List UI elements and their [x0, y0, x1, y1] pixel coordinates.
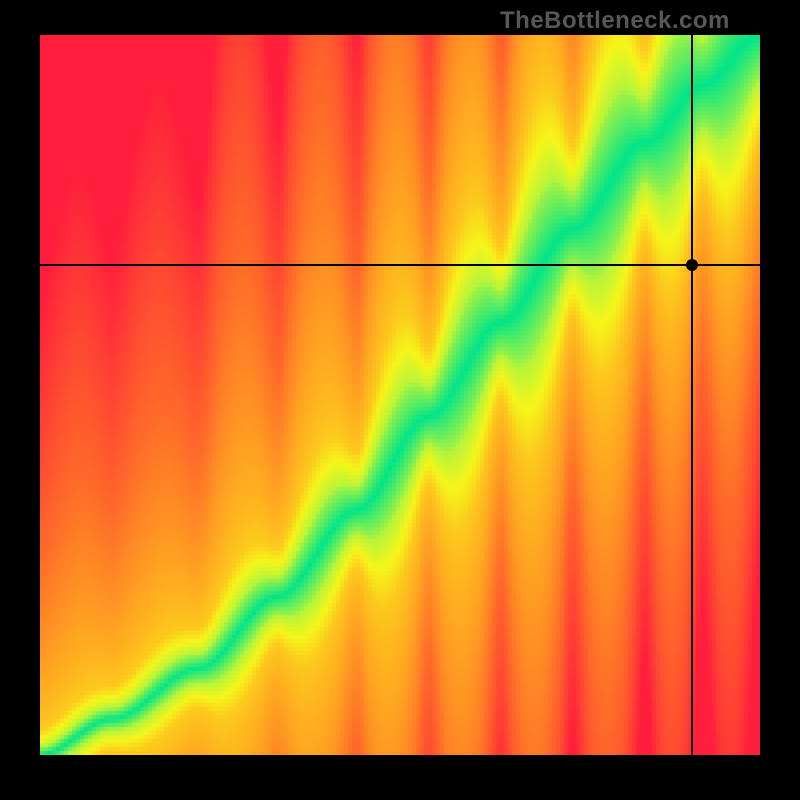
watermark: TheBottleneck.com: [500, 7, 730, 35]
crosshair-horizontal: [0, 264, 800, 266]
selection-marker: [686, 259, 698, 271]
crosshair-vertical: [691, 0, 693, 800]
heatmap-canvas: [40, 35, 760, 755]
